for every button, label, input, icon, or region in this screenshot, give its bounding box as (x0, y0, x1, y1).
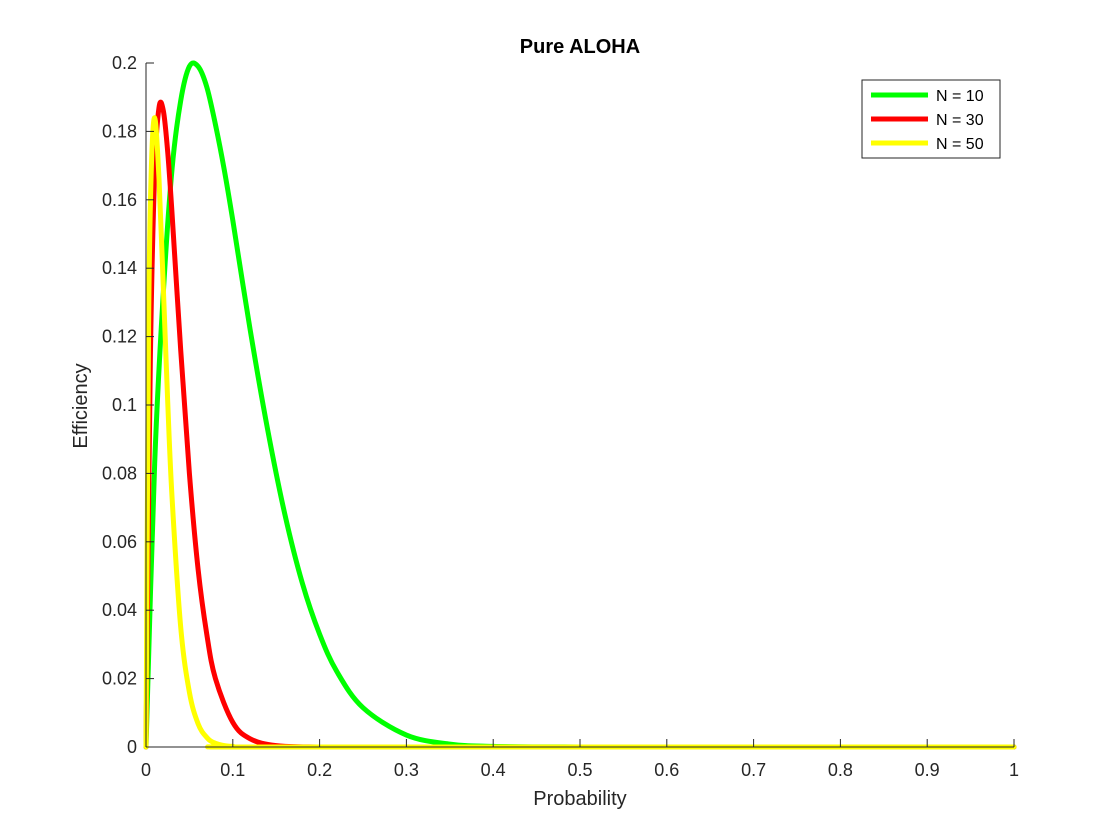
ticks-layer: 0 0.1 0.2 0.3 0.4 0.5 0.6 0.7 0.8 0.9 1 0 0.02 0.04 0.… (102, 53, 1019, 780)
y-tick-label: 0 (127, 737, 137, 757)
x-tick-label: 0.4 (481, 760, 506, 780)
y-tick-label: 0.02 (102, 669, 137, 689)
y-tick-label: 0.1 (112, 395, 137, 415)
series-line-n50 (143, 115, 1017, 750)
x-axis-label: Probability (533, 788, 626, 810)
y-tick-label: 0.06 (102, 532, 137, 552)
x-tick-label: 0.3 (394, 760, 419, 780)
series-line-n30 (143, 99, 1017, 750)
x-tick-label: 0.2 (307, 760, 332, 780)
y-tick-label: 0.08 (102, 463, 137, 483)
x-tick-label: 0.5 (567, 760, 592, 780)
y-axis-label: Efficiency (70, 363, 92, 448)
chart-title: Pure ALOHA (520, 36, 640, 58)
y-tick-label: 0.12 (102, 327, 137, 347)
x-tick-label: 0 (141, 760, 151, 780)
legend-entry-label: N = 10 (936, 88, 984, 105)
series-layer (143, 60, 1017, 750)
x-tick-label: 0.6 (654, 760, 679, 780)
axes-layer (145, 63, 1014, 748)
legend-entry-label: N = 50 (936, 136, 984, 153)
y-tick-label: 0.2 (112, 53, 137, 73)
x-tick-label: 0.7 (741, 760, 766, 780)
legend-entry-label: N = 30 (936, 112, 984, 129)
y-tick-label: 0.16 (102, 190, 137, 210)
y-tick-label: 0.04 (102, 600, 137, 620)
x-tick-label: 0.9 (915, 760, 940, 780)
y-tick-label: 0.18 (102, 121, 137, 141)
y-tick-label: 0.14 (102, 258, 137, 278)
series-line-n10 (143, 60, 1017, 750)
x-tick-label: 1 (1009, 760, 1019, 780)
legend: N = 10 N = 30 N = 50 (861, 79, 1001, 159)
x-tick-label: 0.8 (828, 760, 853, 780)
x-tick-label: 0.1 (220, 760, 245, 780)
